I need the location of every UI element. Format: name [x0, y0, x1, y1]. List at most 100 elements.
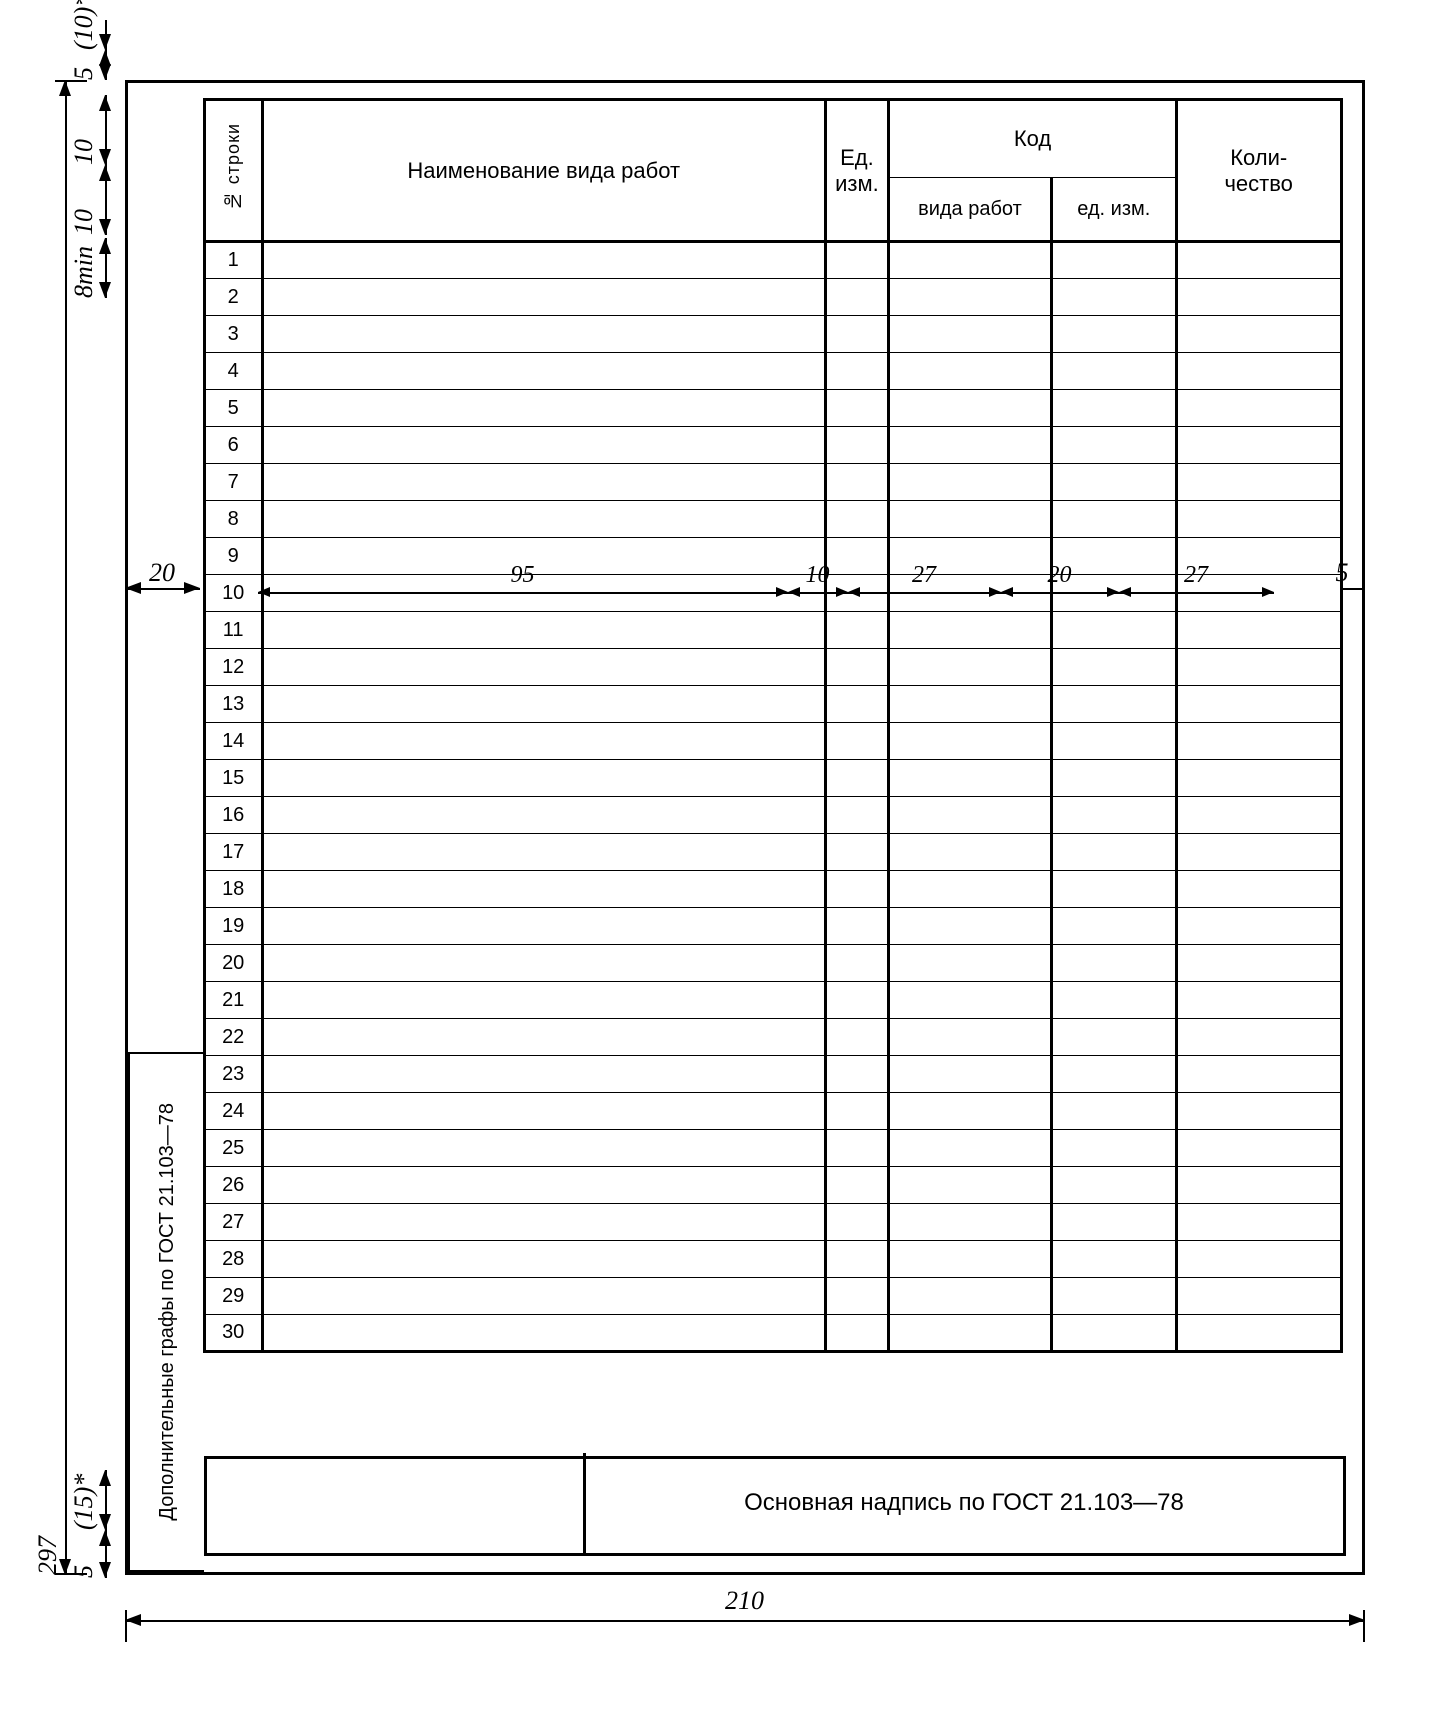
unit-cell — [825, 316, 889, 353]
code-kind-cell — [889, 760, 1051, 797]
code-unit-cell — [1051, 1130, 1176, 1167]
code-kind-cell — [889, 1204, 1051, 1241]
code-kind-cell — [889, 1130, 1051, 1167]
header-quantity: Коли- чество — [1176, 100, 1341, 242]
row-number-cell: 7 — [204, 464, 262, 501]
code-unit-cell — [1051, 390, 1176, 427]
unit-cell — [825, 501, 889, 538]
name-cell — [262, 1278, 825, 1315]
unit-cell — [825, 279, 889, 316]
quantity-cell — [1176, 1130, 1341, 1167]
name-cell — [262, 760, 825, 797]
row-number-cell: 8 — [204, 501, 262, 538]
code-unit-cell — [1051, 353, 1176, 390]
dim-height-297-label: 297 — [33, 80, 63, 1575]
table-row: 6 — [204, 427, 1341, 464]
table-row: 5 — [204, 390, 1341, 427]
dim-height-297: 297 — [65, 80, 66, 1575]
quantity-cell — [1176, 1056, 1341, 1093]
unit-cell — [825, 834, 889, 871]
code-kind-cell — [889, 612, 1051, 649]
code-kind-cell — [889, 834, 1051, 871]
name-cell — [262, 871, 825, 908]
code-unit-cell — [1051, 908, 1176, 945]
row-number-cell: 30 — [204, 1315, 262, 1352]
name-cell — [262, 1093, 825, 1130]
code-unit-cell — [1051, 945, 1176, 982]
row-number-cell: 20 — [204, 945, 262, 982]
quantity-cell — [1176, 945, 1341, 982]
row-number-cell: 22 — [204, 1019, 262, 1056]
row-number-cell: 28 — [204, 1241, 262, 1278]
row-number-cell: 16 — [204, 797, 262, 834]
code-kind-cell — [889, 945, 1051, 982]
table-row: 23 — [204, 1056, 1341, 1093]
quantity-cell — [1176, 1278, 1341, 1315]
name-cell — [262, 242, 825, 279]
table-row: 4 — [204, 353, 1341, 390]
table-row: 20 — [204, 945, 1341, 982]
code-kind-cell — [889, 501, 1051, 538]
quantity-cell — [1176, 390, 1341, 427]
name-cell — [262, 279, 825, 316]
quantity-cell — [1176, 501, 1341, 538]
name-cell — [262, 427, 825, 464]
code-kind-cell — [889, 575, 1051, 612]
row-number-cell: 6 — [204, 427, 262, 464]
name-cell — [262, 686, 825, 723]
row-number-cell: 17 — [204, 834, 262, 871]
title-block-main: Основная надпись по ГОСТ 21.103—78 — [583, 1453, 1343, 1553]
sheet-frame: Дополнительные графы по ГОСТ 21.103—78 О… — [125, 80, 1365, 1575]
dim-width-210: 210 — [125, 1620, 1365, 1621]
name-cell — [262, 575, 825, 612]
unit-cell — [825, 1278, 889, 1315]
code-unit-cell — [1051, 649, 1176, 686]
row-number-cell: 3 — [204, 316, 262, 353]
unit-cell — [825, 982, 889, 1019]
code-kind-cell — [889, 390, 1051, 427]
code-kind-cell — [889, 649, 1051, 686]
quantity-cell — [1176, 723, 1341, 760]
quantity-cell — [1176, 575, 1341, 612]
code-unit-cell — [1051, 1093, 1176, 1130]
quantity-cell — [1176, 871, 1341, 908]
table-row: 9 — [204, 538, 1341, 575]
quantity-cell — [1176, 1315, 1341, 1352]
quantity-cell — [1176, 316, 1341, 353]
quantity-cell — [1176, 1204, 1341, 1241]
header-row-no-label: № строки — [223, 117, 244, 217]
code-kind-cell — [889, 723, 1051, 760]
name-cell — [262, 1315, 825, 1352]
row-number-cell: 11 — [204, 612, 262, 649]
code-unit-cell — [1051, 1167, 1176, 1204]
unit-cell — [825, 1204, 889, 1241]
name-cell — [262, 1019, 825, 1056]
name-cell — [262, 945, 825, 982]
name-cell — [262, 1204, 825, 1241]
table-row: 24 — [204, 1093, 1341, 1130]
unit-cell — [825, 1093, 889, 1130]
code-unit-cell — [1051, 982, 1176, 1019]
name-cell — [262, 1056, 825, 1093]
unit-cell — [825, 390, 889, 427]
dim-binding-20-label: 20 — [125, 558, 200, 588]
quantity-cell — [1176, 1093, 1341, 1130]
name-cell — [262, 464, 825, 501]
code-kind-cell — [889, 538, 1051, 575]
quantity-cell — [1176, 1167, 1341, 1204]
code-kind-cell — [889, 1056, 1051, 1093]
dim-top-8min-label: 8min — [69, 238, 99, 298]
code-unit-cell — [1051, 1204, 1176, 1241]
code-unit-cell — [1051, 427, 1176, 464]
unit-cell — [825, 1019, 889, 1056]
code-kind-cell — [889, 1167, 1051, 1204]
unit-cell — [825, 945, 889, 982]
name-cell — [262, 1241, 825, 1278]
code-kind-cell — [889, 686, 1051, 723]
code-kind-cell — [889, 1019, 1051, 1056]
code-kind-cell — [889, 427, 1051, 464]
dim-right-5-label: 5 — [1336, 558, 1349, 588]
table-row: 21 — [204, 982, 1341, 1019]
unit-cell — [825, 427, 889, 464]
dim-width-210-label: 210 — [125, 1586, 1365, 1616]
